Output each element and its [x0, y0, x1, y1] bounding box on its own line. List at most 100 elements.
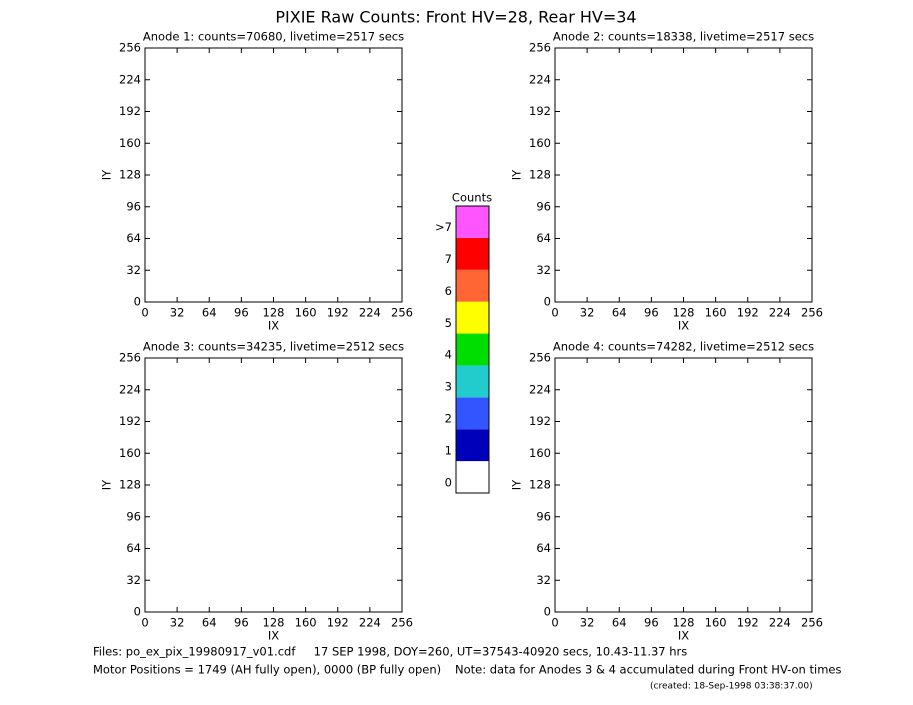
figure-title: PIXIE Raw Counts: Front HV=28, Rear HV=3… [275, 8, 636, 27]
x-tick-label: 224 [769, 616, 791, 630]
y-tick-label: 224 [119, 72, 141, 86]
colorbar-label: 0 [445, 475, 452, 489]
y-tick-label: 128 [119, 478, 141, 492]
x-tick-label: 96 [644, 306, 659, 320]
plot-frame [144, 357, 403, 613]
y-tick-label: 256 [529, 351, 551, 365]
footer-created: (created: 18-Sep-1998 03:38:37.00) [650, 682, 813, 692]
y-tick-label: 160 [529, 136, 551, 150]
colorbar-label: >7 [435, 220, 452, 234]
y-tick-label: 32 [536, 573, 551, 587]
y-tick-label: 128 [119, 168, 141, 182]
y-tick-label: 224 [529, 382, 551, 396]
x-tick-label: 0 [141, 616, 148, 630]
colorbar-box [456, 429, 489, 462]
x-tick-label: 160 [705, 306, 727, 320]
colorbar-label: 1 [445, 443, 452, 457]
y-axis-label: IY [510, 479, 524, 490]
y-tick-label: 32 [536, 263, 551, 277]
colorbar-label: 7 [445, 252, 452, 266]
x-tick-label: 96 [234, 616, 249, 630]
y-tick-label: 256 [119, 351, 141, 365]
x-tick-label: 160 [295, 306, 317, 320]
y-tick-label: 224 [119, 382, 141, 396]
x-tick-label: 256 [391, 616, 413, 630]
x-tick-label: 128 [673, 616, 695, 630]
x-tick-label: 32 [170, 306, 185, 320]
x-axis-label: IX [678, 319, 689, 333]
y-tick-label: 0 [134, 605, 141, 619]
y-tick-label: 96 [536, 509, 551, 523]
x-tick-label: 96 [644, 616, 659, 630]
y-axis-label: IY [100, 479, 114, 490]
x-tick-label: 256 [391, 306, 413, 320]
colorbar-label: 6 [445, 284, 452, 298]
x-tick-label: 64 [612, 616, 627, 630]
y-tick-label: 192 [119, 104, 141, 118]
y-tick-label: 192 [529, 104, 551, 118]
x-tick-label: 128 [263, 616, 285, 630]
x-tick-label: 64 [202, 616, 217, 630]
colorbar-box [456, 333, 489, 366]
x-tick-label: 128 [263, 306, 285, 320]
x-tick-label: 224 [769, 306, 791, 320]
panel-title: Anode 1: counts=70680, livetime=2517 sec… [143, 30, 404, 44]
y-tick-label: 160 [119, 446, 141, 460]
colorbar-box [456, 461, 489, 493]
y-tick-label: 64 [126, 231, 141, 245]
x-tick-label: 192 [737, 306, 759, 320]
colorbar-box [456, 397, 489, 430]
y-tick-label: 224 [529, 72, 551, 86]
x-tick-label: 32 [580, 616, 595, 630]
y-tick-label: 0 [134, 295, 141, 309]
plot-frame [554, 47, 813, 303]
x-tick-label: 192 [737, 616, 759, 630]
x-tick-label: 64 [202, 306, 217, 320]
colorbar-frame [455, 205, 490, 494]
y-tick-label: 0 [544, 295, 551, 309]
x-tick-label: 160 [295, 616, 317, 630]
y-tick-label: 96 [126, 199, 141, 213]
y-tick-label: 256 [529, 41, 551, 55]
y-tick-label: 0 [544, 605, 551, 619]
x-tick-label: 0 [141, 306, 148, 320]
y-axis-label: IY [100, 169, 114, 180]
y-tick-label: 256 [119, 41, 141, 55]
y-tick-label: 160 [119, 136, 141, 150]
panel-title: Anode 4: counts=74282, livetime=2512 sec… [553, 340, 814, 354]
footer-files: Files: po_ex_pix_19980917_v01.cdf 17 SEP… [93, 645, 687, 659]
x-tick-label: 96 [234, 306, 249, 320]
x-tick-label: 192 [327, 306, 349, 320]
x-axis-label: IX [268, 319, 279, 333]
colorbar-title: Counts [452, 191, 492, 205]
y-tick-label: 32 [126, 263, 141, 277]
y-tick-label: 192 [529, 414, 551, 428]
y-tick-label: 64 [536, 231, 551, 245]
y-tick-label: 128 [529, 478, 551, 492]
colorbar-box [456, 301, 489, 334]
x-tick-label: 256 [801, 306, 823, 320]
x-axis-label: IX [678, 629, 689, 643]
x-tick-label: 0 [551, 616, 558, 630]
footer-motor: Motor Positions = 1749 (AH fully open), … [93, 663, 441, 677]
x-tick-label: 192 [327, 616, 349, 630]
x-tick-label: 224 [359, 616, 381, 630]
x-tick-label: 64 [612, 306, 627, 320]
plot-frame [144, 47, 403, 303]
colorbar-box [456, 237, 489, 270]
panel-title: Anode 2: counts=18338, livetime=2517 sec… [553, 30, 814, 44]
panel-title: Anode 3: counts=34235, livetime=2512 sec… [143, 340, 404, 354]
y-tick-label: 96 [536, 199, 551, 213]
y-axis-label: IY [510, 169, 524, 180]
colorbar-label: 3 [445, 380, 452, 394]
x-tick-label: 0 [551, 306, 558, 320]
x-tick-label: 32 [580, 306, 595, 320]
x-tick-label: 160 [705, 616, 727, 630]
footer-note: Note: data for Anodes 3 & 4 accumulated … [455, 663, 841, 677]
y-tick-label: 64 [126, 541, 141, 555]
x-tick-label: 128 [673, 306, 695, 320]
colorbar-box [456, 269, 489, 302]
y-tick-label: 128 [529, 168, 551, 182]
x-tick-label: 256 [801, 616, 823, 630]
